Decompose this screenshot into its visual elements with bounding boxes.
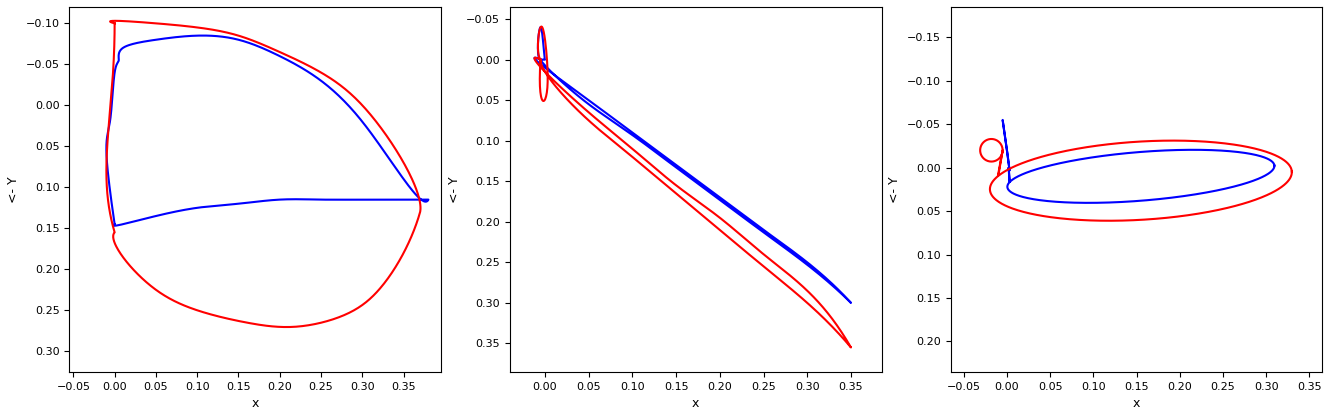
X-axis label: x: x: [692, 397, 700, 410]
Y-axis label: <- Y: <- Y: [7, 176, 20, 203]
X-axis label: x: x: [252, 397, 258, 410]
Y-axis label: <- Y: <- Y: [889, 176, 901, 203]
Y-axis label: <- Y: <- Y: [447, 176, 461, 203]
X-axis label: x: x: [1133, 397, 1141, 410]
